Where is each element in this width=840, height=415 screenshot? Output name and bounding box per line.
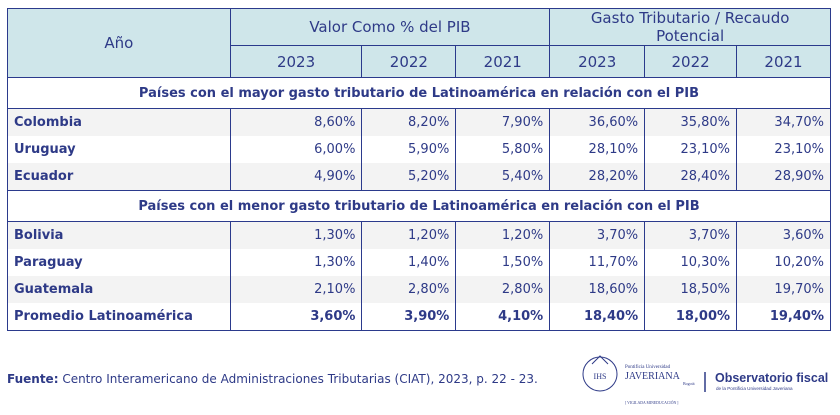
value-cell: 5,90% (361, 136, 457, 163)
value-cell: 3,70% (644, 221, 738, 249)
svg-text:Bogotá: Bogotá (683, 381, 695, 386)
value-cell: 3,60% (736, 221, 831, 249)
country-cell: Uruguay (7, 136, 231, 163)
value-cell: 35,80% (644, 108, 738, 136)
value-cell: 19,70% (736, 276, 831, 303)
value-cell: 28,90% (736, 163, 831, 191)
country-cell: Guatemala (7, 276, 231, 303)
value-cell: 1,20% (455, 221, 551, 249)
table-row: Guatemala 2,10% 2,80% 2,80% 18,60% 18,50% 19,7… (7, 276, 831, 303)
value-cell: 34,70% (736, 108, 831, 136)
value-cell: 3,70% (549, 221, 646, 249)
country-cell: Paraguay (7, 249, 231, 276)
value-cell: 3,60% (229, 303, 363, 331)
svg-text:Observatorio fiscal: Observatorio fiscal (715, 371, 828, 385)
ratio-group-header: Gasto Tributario / Recaudo Potencial (549, 8, 831, 46)
value-cell: 1,30% (229, 221, 363, 249)
country-cell: Bolivia (7, 221, 231, 249)
section-title: Países con el mayor gasto tributario de … (7, 77, 831, 109)
value-cell: 18,00% (644, 303, 738, 331)
value-cell: 8,60% (229, 108, 363, 136)
year-col: 2023 (549, 45, 646, 78)
source-note: Fuente: Centro Interamericano de Adminis… (7, 372, 538, 386)
value-cell: 28,20% (549, 163, 646, 191)
svg-text:Pontificia Universidad: Pontificia Universidad (625, 365, 671, 370)
value-cell: 4,90% (229, 163, 363, 191)
country-cell: Colombia (7, 108, 231, 136)
value-cell: 1,20% (361, 221, 457, 249)
value-cell: 28,40% (644, 163, 738, 191)
value-cell: 18,40% (549, 303, 646, 331)
value-cell: 10,20% (736, 249, 831, 276)
source-text: Centro Interamericano de Administracione… (58, 372, 538, 386)
value-cell: 23,10% (644, 136, 738, 163)
value-cell: 11,70% (549, 249, 646, 276)
country-cell: Promedio Latinoamérica (7, 303, 231, 331)
value-cell: 28,10% (549, 136, 646, 163)
svg-text:de la Pontificia Universidad J: de la Pontificia Universidad Javeriana (716, 386, 793, 391)
year-col: 2021 (736, 45, 831, 78)
value-cell: 19,40% (736, 303, 831, 331)
value-cell: 2,10% (229, 276, 363, 303)
value-cell: 10,30% (644, 249, 738, 276)
value-cell: 4,10% (455, 303, 551, 331)
section-title: Países con el menor gasto tributario de … (7, 190, 831, 222)
year-col: 2022 (361, 45, 457, 78)
value-cell: 7,90% (455, 108, 551, 136)
year-col: 2021 (455, 45, 551, 78)
year-col: 2023 (229, 45, 363, 78)
value-cell: 1,30% (229, 249, 363, 276)
source-label: Fuente: (7, 372, 59, 386)
year-header: Año (7, 8, 231, 78)
table-row: Bolivia 1,30% 1,20% 1,20% 3,70% 3,70% 3,60% (7, 221, 831, 249)
tax-expenditure-table: Año Valor Como % del PIB Gasto Tributari… (7, 8, 831, 331)
svg-text:[ VIGILADA MINEDUCACIÓN ]: [ VIGILADA MINEDUCACIÓN ] (625, 400, 678, 405)
value-cell: 5,80% (455, 136, 551, 163)
value-cell: 5,20% (361, 163, 457, 191)
value-cell: 1,50% (455, 249, 551, 276)
average-row: Promedio Latinoamérica 3,60% 3,90% 4,10% 18,… (7, 303, 831, 331)
value-cell: 18,60% (549, 276, 646, 303)
table-row: Uruguay 6,00% 5,90% 5,80% 28,10% 23,10% 23,10% (7, 136, 831, 163)
value-cell: 18,50% (644, 276, 738, 303)
svg-text:JAVERIANA: JAVERIANA (625, 371, 681, 382)
value-cell: 36,60% (549, 108, 646, 136)
seal-text: IHS (594, 372, 607, 381)
table-row: Paraguay 1,30% 1,40% 1,50% 11,70% 10,30% 10,20… (7, 249, 831, 276)
value-cell: 23,10% (736, 136, 831, 163)
year-col: 2022 (644, 45, 738, 78)
value-cell: 1,40% (361, 249, 457, 276)
table-row: Colombia 8,60% 8,20% 7,90% 36,60% 35,80% 34,70… (7, 108, 831, 136)
value-cell: 2,80% (361, 276, 457, 303)
javeriana-observatorio-logo: IHS Pontificia Universidad JAVERIANA Bog… (582, 355, 828, 405)
value-cell: 2,80% (455, 276, 551, 303)
table-row: Ecuador 4,90% 5,20% 5,40% 28,20% 28,40% 28,90% (7, 163, 831, 191)
value-cell: 6,00% (229, 136, 363, 163)
value-cell: 3,90% (361, 303, 457, 331)
country-cell: Ecuador (7, 163, 231, 191)
value-cell: 8,20% (361, 108, 457, 136)
value-cell: 5,40% (455, 163, 551, 191)
gdp-group-header: Valor Como % del PIB (229, 8, 551, 46)
